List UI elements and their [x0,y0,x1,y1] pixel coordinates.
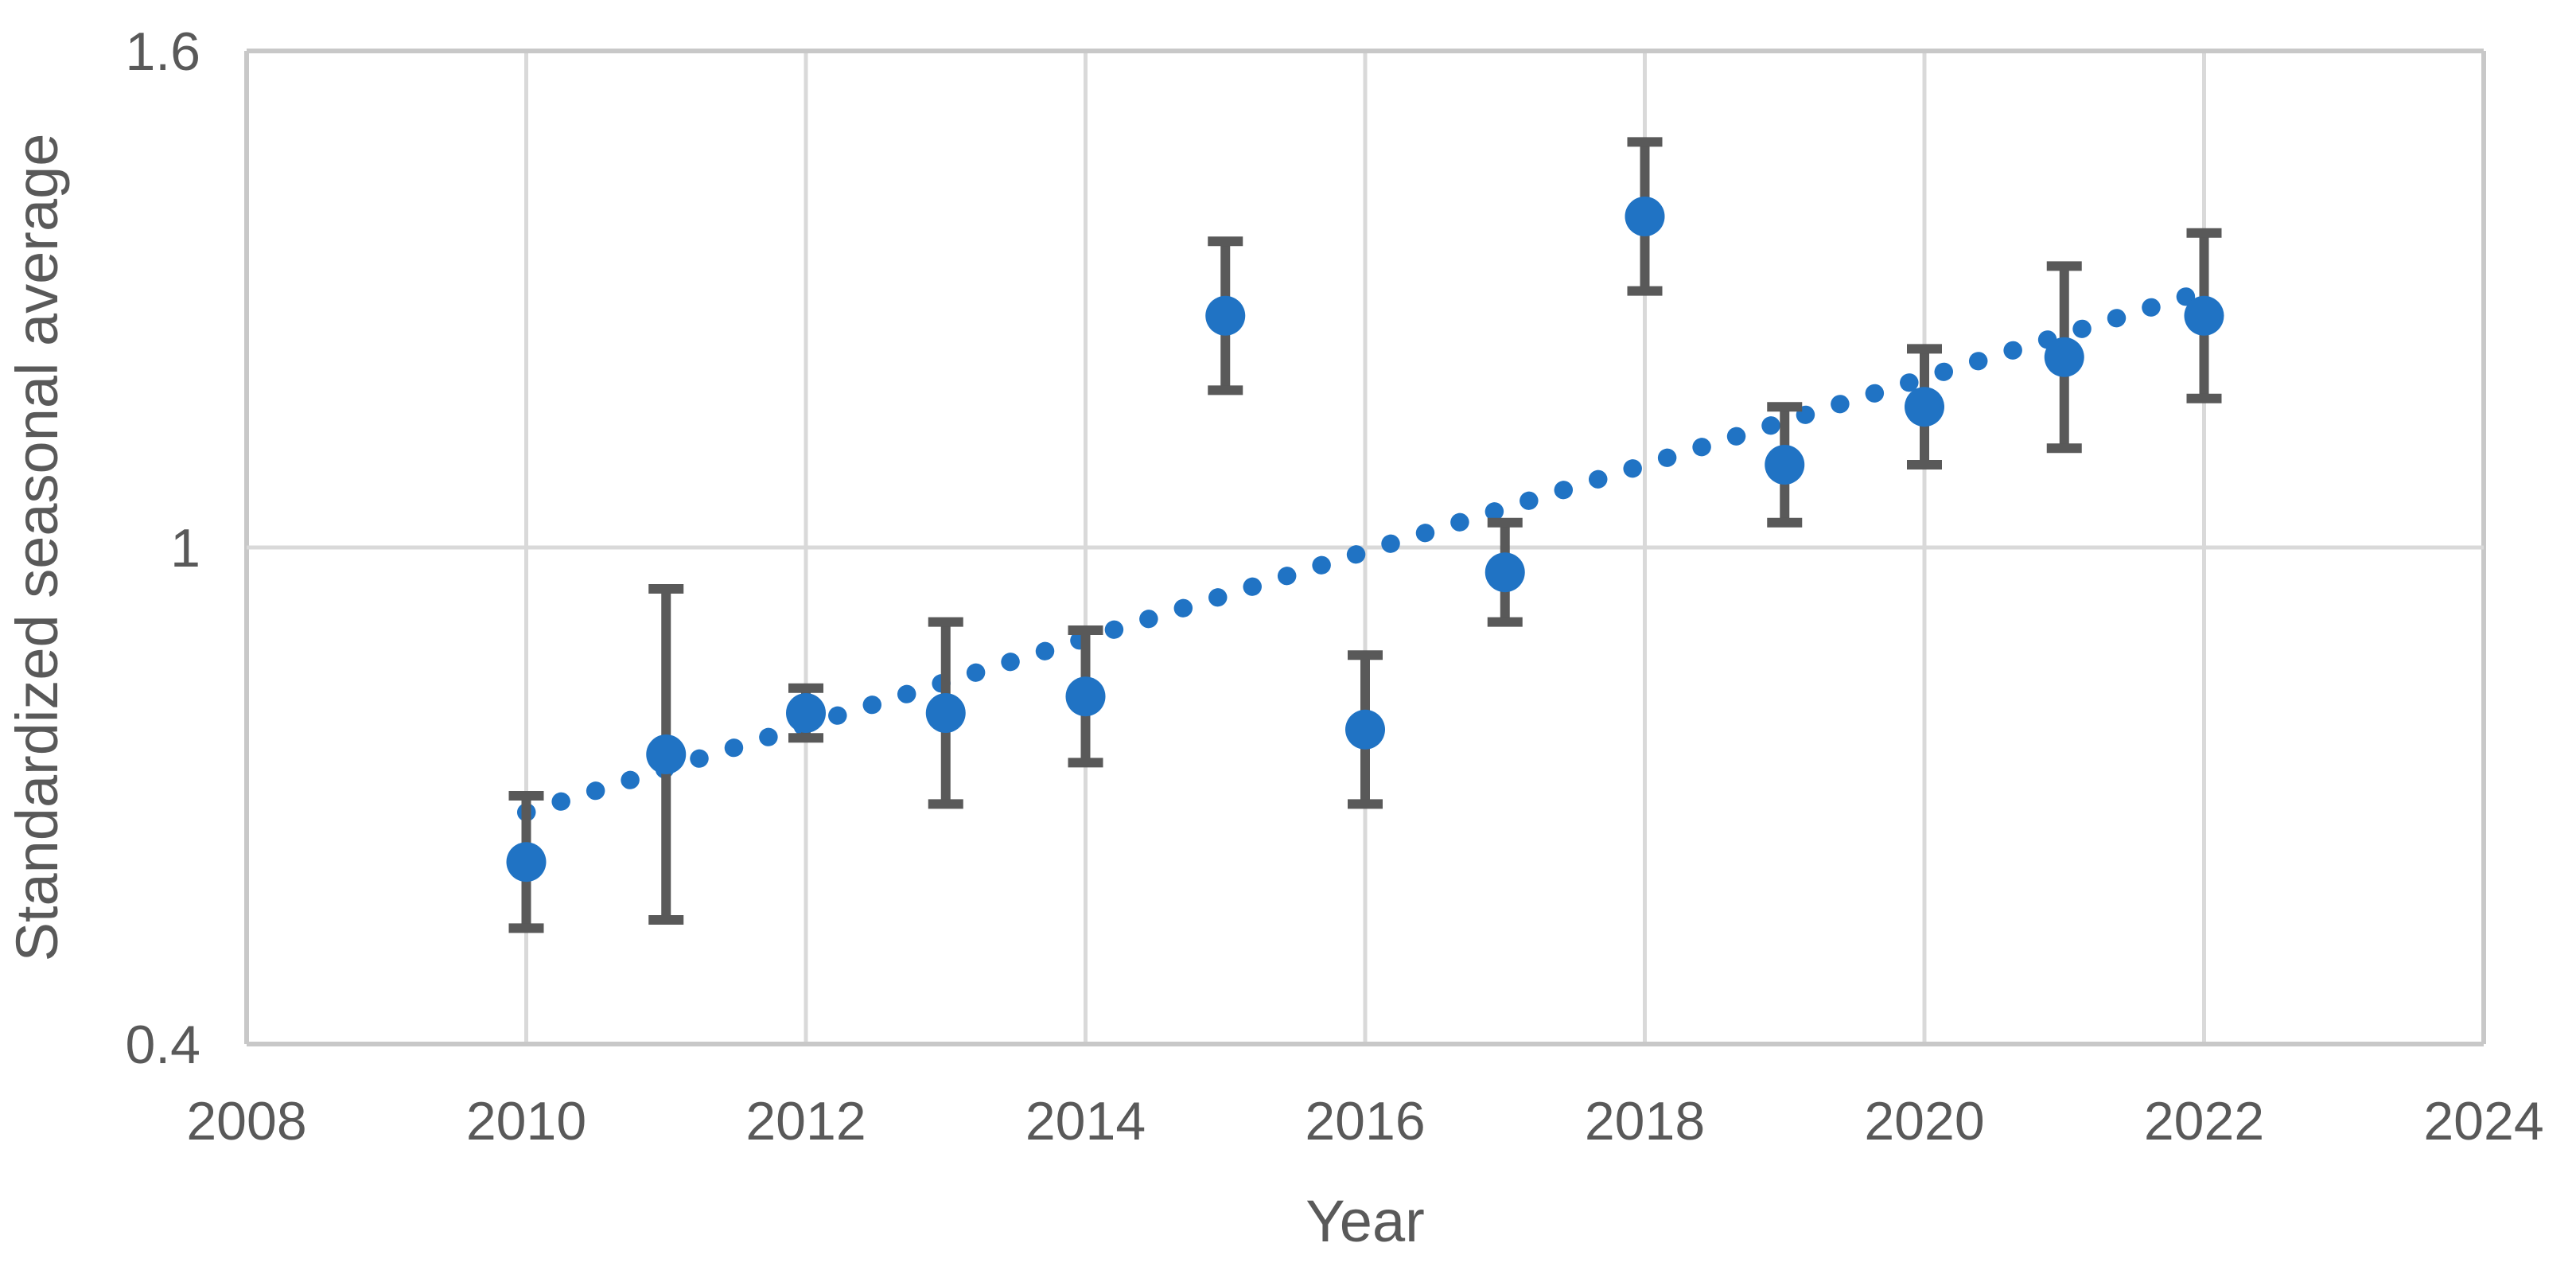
gridlines [244,49,2486,1046]
y-axis-tick-label: 0.4 [125,1015,200,1075]
y-axis-tick-label: 1 [170,518,200,579]
data-point [1905,387,1944,427]
data-point [646,734,687,774]
data-point [1625,197,1665,236]
data-point [786,693,826,733]
x-axis-tick-label: 2022 [2144,1091,2264,1151]
x-axis-tick-label: 2018 [1585,1091,1705,1151]
x-axis-tick-label: 2024 [2423,1091,2543,1151]
data-point [1205,295,1246,336]
data-point [2044,337,2084,377]
x-axis-title: Year [1306,1188,1425,1254]
x-axis-tick-label: 2014 [1025,1091,1146,1151]
x-axis-tick-label: 2008 [186,1091,306,1151]
y-axis-title: Standardized seasonal average [4,134,70,962]
data-point [506,842,547,883]
data-points [506,197,2224,883]
x-axis-tick-label: 2016 [1305,1091,1425,1151]
data-point [1345,709,1385,750]
data-point [1485,552,1525,593]
data-point [1765,445,1805,485]
x-axis-tick-label: 2010 [466,1091,586,1151]
x-axis-tick-label: 2012 [745,1091,866,1151]
tick-labels: 0.4 1 1.6 2008 2010 2012 2014 2016 2018 2020 2022 2… [125,21,2543,1151]
y-axis-tick-label: 1.6 [125,21,200,82]
data-point [1065,676,1106,717]
data-point [2184,295,2224,336]
data-point [925,693,966,733]
x-axis-tick-label: 2020 [1864,1091,1984,1151]
